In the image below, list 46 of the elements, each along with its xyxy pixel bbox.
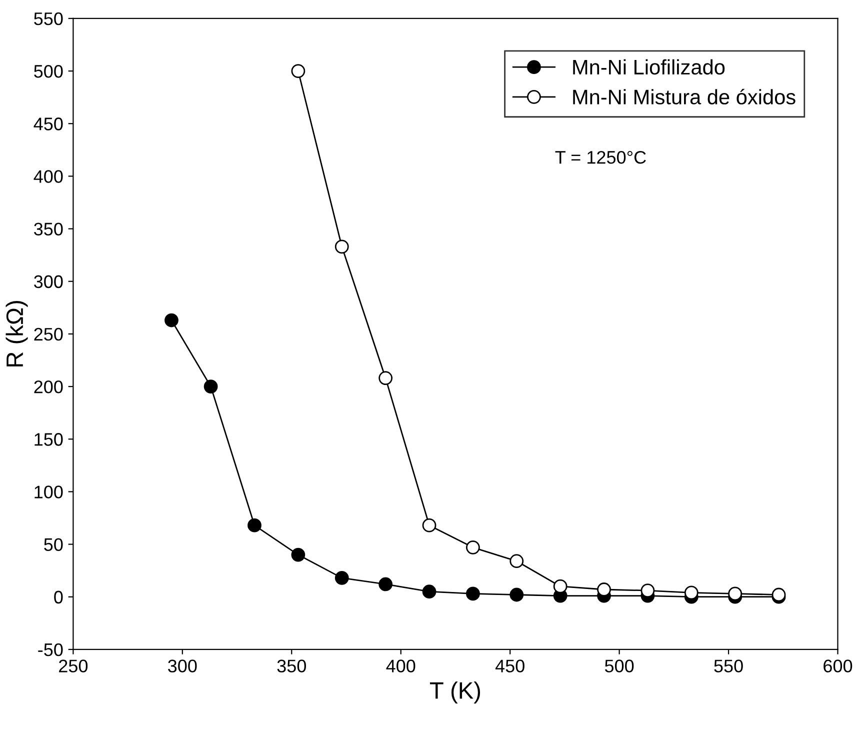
x-tick-label: 300 [168,660,197,672]
point [510,588,524,602]
y-tick-label: 150 [34,433,63,446]
y-tick-label: 200 [34,380,63,394]
y-axis-title: R (kΩ) [6,301,28,366]
x-tick-label: 550 [714,660,743,672]
point [684,586,698,600]
y-tick-label: -50 [38,643,63,656]
point [378,371,393,386]
y-tick-label: 500 [34,64,63,78]
x-axis-title: T (K) [430,682,480,704]
point [334,240,349,254]
y-tick-label: 50 [44,538,63,551]
x-tick-label: 450 [495,660,524,672]
point [597,582,611,596]
y-tick-label: 300 [34,275,63,288]
y-tick-label: 450 [34,118,63,130]
point [291,64,306,78]
y-tick-label: 350 [34,222,63,236]
y-tick-label: 400 [34,170,63,183]
legend-label: Mn-Ni Mistura de óxidos [573,88,796,104]
point [204,380,218,394]
point [728,586,742,601]
point [378,577,393,592]
point [510,554,524,568]
x-tick-label: 250 [59,660,88,672]
point [640,584,655,598]
y-tick-label: 250 [34,328,63,341]
point [553,579,568,594]
x-tick-label: 350 [277,660,306,672]
x-tick-label: 600 [824,660,852,672]
x-tick-label: 400 [386,660,416,672]
x-tick-label: 500 [604,660,634,672]
point [422,518,436,532]
legend-label: Mn-Ni Liofilizado [573,59,725,75]
y-tick-label: 100 [34,486,63,498]
y-tick-label: 550 [34,12,63,26]
point [422,584,436,599]
y-tick-label: 0 [54,590,63,604]
point [291,548,306,562]
annotation: T = 1250°C [555,150,646,164]
point [248,518,262,532]
point [466,586,480,601]
point [334,570,349,585]
point [164,313,178,328]
point [466,540,480,554]
